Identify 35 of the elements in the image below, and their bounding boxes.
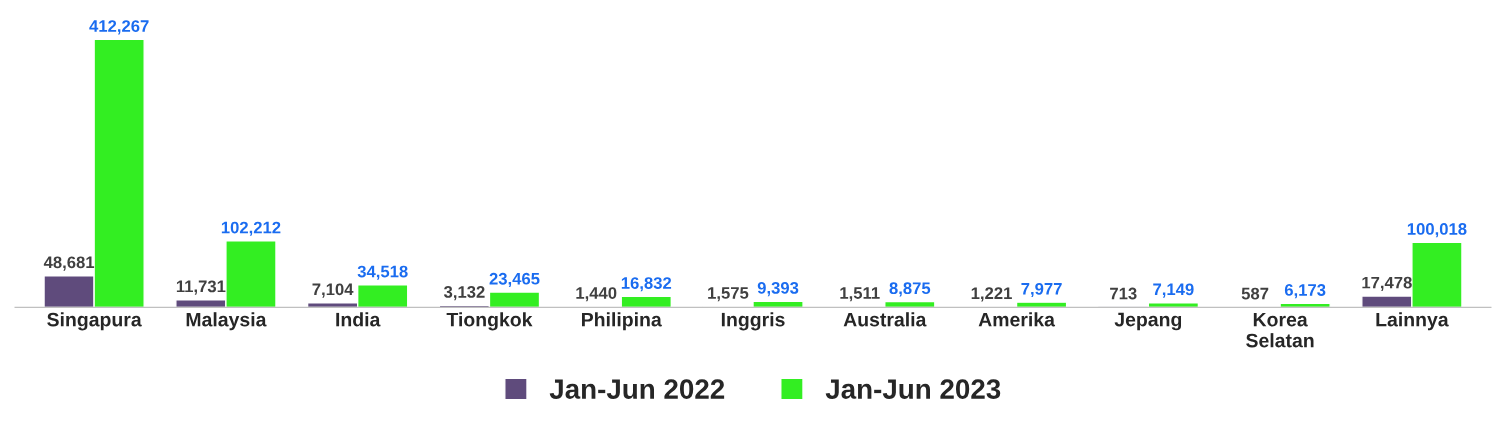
x-tick-label: Australia	[843, 312, 927, 327]
data-label: 8,875	[889, 282, 931, 297]
x-tick-label: India	[336, 312, 381, 327]
data-label: 7,149	[1153, 283, 1194, 298]
x-tick-label: Amerika	[978, 312, 1056, 327]
data-label: 3,132	[443, 286, 485, 301]
data-label: 1,440	[576, 287, 617, 302]
data-label: 1,221	[971, 287, 1012, 302]
data-label: 100,018	[1407, 223, 1467, 238]
x-tick-label: Singapura	[47, 312, 142, 331]
data-label: 17,478	[1362, 276, 1412, 291]
data-label: 102,212	[221, 221, 281, 236]
x-tick-label: Korea Selatan	[1246, 312, 1314, 348]
x-tick-label: Jepang	[1114, 312, 1182, 331]
data-label: 16,832	[621, 277, 672, 292]
x-tick-label: Malaysia	[186, 312, 267, 331]
data-label: 7,977	[1021, 282, 1062, 298]
data-label: 7,104	[312, 283, 354, 298]
x-tick-label: Lainnya	[1376, 312, 1449, 331]
data-label: 412,267	[89, 20, 149, 35]
data-label: 713	[1110, 287, 1137, 300]
data-label: 11,731	[176, 280, 226, 295]
x-tick-label: Inggris	[721, 312, 785, 331]
data-label: 6,173	[1284, 284, 1326, 299]
x-tick-label: Philipina	[582, 312, 662, 331]
data-label: 1,511	[840, 287, 880, 302]
legend-label: Jan-Jun 2023	[825, 379, 1001, 399]
legend-label: Jan-Jun 2022	[549, 379, 725, 399]
data-label: 587	[1241, 287, 1269, 300]
data-label: 34,518	[357, 265, 408, 280]
data-label: 48,681	[43, 256, 95, 271]
data-label: 9,393	[757, 281, 799, 297]
data-label: 23,465	[489, 272, 540, 288]
data-label: 1,575	[708, 287, 749, 302]
x-tick-label: Tiongkok	[446, 312, 533, 331]
